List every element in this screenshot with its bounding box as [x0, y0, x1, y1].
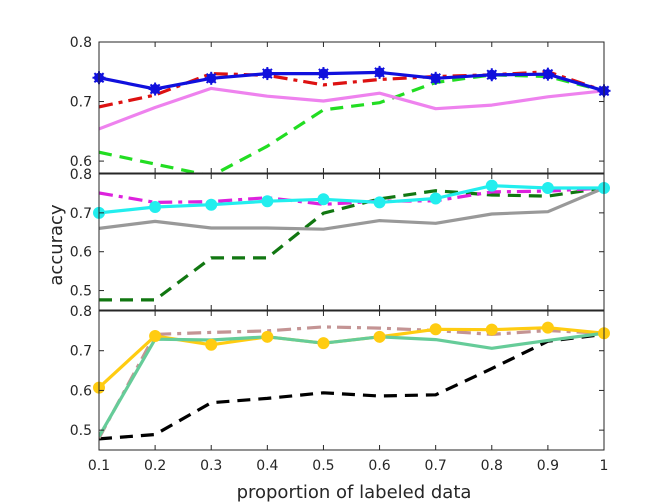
series-line-green-dashed [99, 73, 604, 173]
point-blue-star [429, 71, 443, 85]
xtick-label: 0.2 [144, 458, 166, 474]
point-cyan-circle [541, 181, 554, 194]
series-line-gray-solid [99, 186, 604, 231]
point-gold-circle [317, 337, 330, 350]
series-line-violet-solid [99, 86, 604, 131]
series-line-teal-solid [99, 331, 604, 438]
point-blue-star [541, 67, 555, 81]
bottom-ytick-label: 0.7 [70, 344, 92, 360]
point-blue-star [260, 67, 274, 81]
series-line-magenta-dashdot [99, 186, 604, 206]
point-cyan-circle [261, 195, 274, 208]
point-cyan-circle [149, 201, 162, 214]
point-blue-star [485, 68, 499, 82]
series-line-darkgreen-dashed [99, 186, 604, 302]
middle-panel-frame [98, 173, 605, 311]
series-line-black-dashed [99, 332, 604, 441]
xtick-label: 0.8 [481, 458, 503, 474]
point-cyan-circle [317, 193, 330, 206]
xtick-label: 1 [600, 458, 609, 474]
point-blue-star [148, 82, 162, 96]
xtick-label: 0.6 [368, 458, 390, 474]
series-line-cyan-circle [99, 184, 604, 215]
middle-ytick-label: 0.7 [70, 206, 92, 222]
bottom-ytick-label: 0.6 [70, 383, 92, 399]
point-gold-circle [373, 330, 386, 343]
series-line-gold-circle [99, 326, 604, 389]
top-panel-frame [98, 41, 605, 174]
series-line-blue-star [99, 70, 604, 93]
x-axis-label: proportion of labeled data [237, 482, 472, 503]
top-ytick-label: 0.7 [70, 95, 92, 111]
xtick-label: 0.1 [88, 458, 110, 474]
point-gold-circle [429, 323, 442, 336]
series-line-rosybrown-dashdot [99, 325, 604, 439]
middle-ytick-label: 0.6 [70, 245, 92, 261]
point-blue-star [316, 67, 330, 81]
xtick-label: 0.9 [537, 458, 559, 474]
middle-ytick-label: 0.5 [70, 284, 92, 300]
point-gold-circle [541, 321, 554, 334]
bottom-ytick-label: 0.8 [70, 304, 92, 320]
point-cyan-circle [429, 192, 442, 205]
xtick-label: 0.4 [256, 458, 278, 474]
point-gold-circle [205, 338, 218, 351]
point-cyan-circle [373, 196, 386, 209]
middle-ytick-label: 0.8 [70, 167, 92, 183]
bottom-panel-frame [98, 310, 605, 451]
point-gold-circle [149, 330, 162, 343]
xtick-label: 0.7 [425, 458, 447, 474]
point-gold-circle [261, 330, 274, 343]
point-cyan-circle [205, 198, 218, 211]
y-axis-label: accuracy [46, 204, 67, 286]
point-gold-circle [485, 323, 498, 336]
point-blue-star [204, 71, 218, 85]
xtick-label: 0.5 [312, 458, 334, 474]
bottom-ytick-label: 0.5 [70, 423, 92, 439]
xtick-label: 0.3 [200, 458, 222, 474]
top-ytick-label: 0.6 [70, 154, 92, 170]
top-ytick-label: 0.8 [70, 35, 92, 51]
point-cyan-circle [485, 179, 498, 192]
point-blue-star [373, 65, 387, 79]
